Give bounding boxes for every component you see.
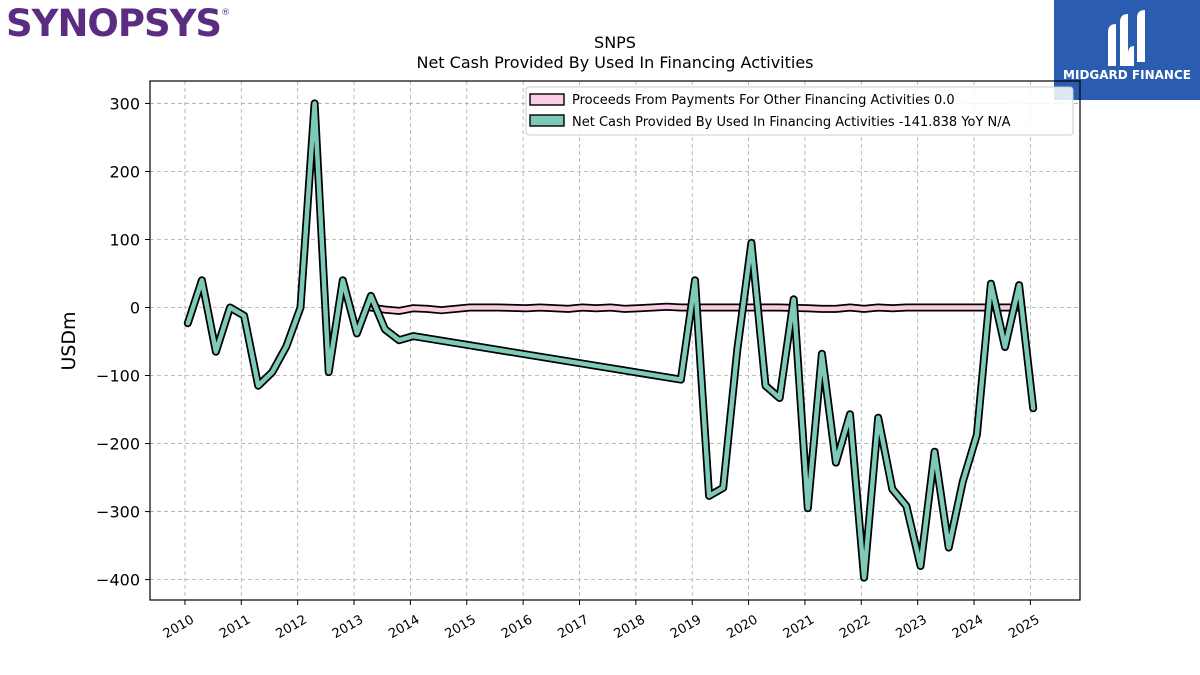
y-tick-label: 300 [109,94,140,113]
x-tick-label: 2014 [386,612,422,642]
legend-swatch-net-cash [529,114,565,127]
chart-subtitle: Net Cash Provided By Used In Financing A… [416,53,813,72]
x-tick-label: 2012 [274,612,310,642]
y-tick-label: −200 [96,435,140,454]
midgard-finance-logo: MIDGARD FINANCE [1054,0,1200,100]
series-line-net-cash [185,101,1036,580]
y-tick-label: 100 [109,230,140,249]
grid [150,81,1080,600]
y-axis: 300 200 100 0 −100 −200 −300 −400 [96,94,150,590]
legend-swatch-proceeds [529,93,565,106]
synopsys-logo: SYNOPSYS® [6,2,230,45]
x-tick-label: 2016 [499,612,535,642]
midgard-mark-icon [1108,10,1145,66]
x-tick-label: 2015 [443,612,479,642]
y-tick-label: −300 [96,503,140,522]
x-tick-label: 2018 [612,612,648,642]
y-tick-label: −100 [96,367,140,386]
x-tick-label: 2019 [668,612,704,642]
x-tick-label: 2020 [724,612,760,642]
registered-mark: ® [221,8,230,18]
y-axis-label: USDm [58,311,80,370]
synopsys-logo-text: SYNOPSYS [6,2,222,45]
legend-label-net-cash: Net Cash Provided By Used In Financing A… [572,115,1011,130]
series-layer [183,99,1038,582]
x-tick-label: 2017 [555,612,591,642]
y-tick-label: 0 [130,299,140,318]
legend-box [525,86,1074,136]
plot-frame [149,80,1081,601]
x-tick-label: 2011 [217,612,253,642]
chart-title: SNPS [594,33,636,52]
x-tick-label: 2013 [330,612,366,642]
x-tick-label: 2021 [781,612,817,642]
x-tick-label: 2010 [161,612,197,642]
y-tick-label: −400 [96,571,140,590]
x-tick-label: 2022 [837,612,873,642]
y-tick-label: 200 [109,162,140,181]
x-tick-label: 2024 [950,612,986,642]
midgard-finance-label: MIDGARD FINANCE [1063,68,1191,82]
series-line-proceeds [368,304,1022,314]
x-axis: 2010 2011 2012 2013 2014 2015 2016 2017 2018 2019… [161,600,1042,642]
legend: Proceeds From Payments For Other Financi… [525,86,1074,136]
x-tick-label: 2025 [1006,612,1042,642]
legend-label-proceeds: Proceeds From Payments For Other Financi… [572,93,955,108]
x-tick-label: 2023 [894,612,930,642]
